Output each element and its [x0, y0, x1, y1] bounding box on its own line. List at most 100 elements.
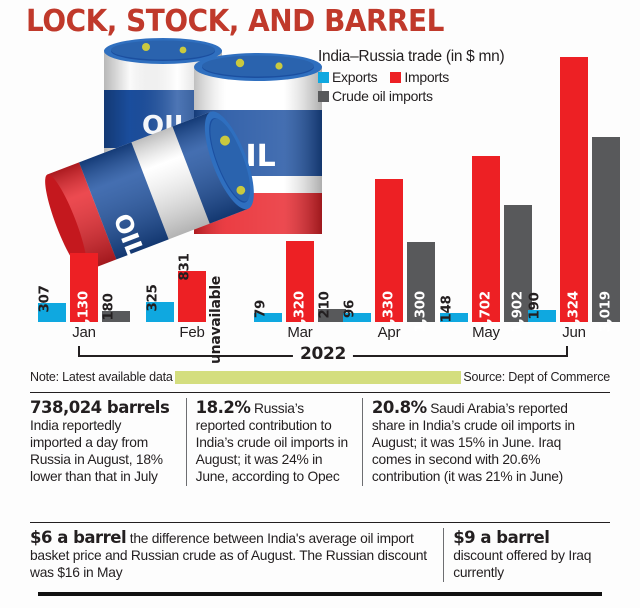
bar-exports-may: 148: [439, 295, 468, 323]
bar-crude-oil-imports-feb: unavailable: [208, 57, 238, 364]
bar-exports-jan: 307: [37, 286, 66, 322]
bar-crude-oil-imports-jan: 180: [101, 293, 130, 322]
bar-rect: 3,019: [592, 136, 620, 332]
bar-value-label: 148: [438, 295, 455, 323]
bar-imports-may: 2,702: [472, 156, 500, 332]
note-highlight-bar: [174, 370, 462, 384]
bar-imports-apr: 2,330: [375, 179, 403, 332]
bar-group-may: 148 2,702 1,902: [439, 57, 532, 332]
bar-rect: 325: [145, 284, 174, 322]
bar-crude-oil-imports-jun: 3,019: [592, 136, 620, 332]
chart-legend: India–Russia trade (in $ mn) Exports Imp…: [318, 48, 618, 104]
bar-group-jun: 190 4,324 3,019: [527, 57, 620, 332]
legend-label-imports: Imports: [404, 69, 449, 85]
bar-group-apr: 96 2,330 1,300: [342, 57, 435, 332]
fact-body-discount-iraq: discount offered by Iraq currently: [453, 548, 592, 581]
bar-rect: 1,320: [286, 241, 314, 332]
bar-value-label: 190: [526, 292, 543, 320]
bar-rect: 79: [253, 300, 282, 322]
bar-exports-apr: 96: [342, 300, 371, 322]
month-label-jun: Jun: [562, 324, 586, 341]
bar-rect: 210: [317, 292, 346, 322]
bar-rect: 1,902: [504, 205, 532, 332]
fact-lead-saudi-share: 20.8%: [371, 398, 427, 417]
oil-barrels-illustration: OIL OIL: [42, 38, 332, 273]
bar-value-label: 180: [100, 293, 117, 321]
legend-item-exports: Exports: [318, 69, 378, 85]
fact-lead-barrels: 738,024 barrels: [30, 398, 170, 417]
fact-body-barrels: India reportedly imported a day from Rus…: [30, 418, 163, 485]
bar-rect: 180: [101, 293, 130, 322]
bar-value-label: 831: [176, 253, 193, 281]
fact-body-discount-russia: the difference between India's average o…: [30, 531, 427, 581]
bar-rect: 307: [37, 286, 66, 322]
bar-exports-jun: 190: [527, 293, 556, 322]
year-tick-left: [78, 346, 80, 356]
bar-rect: 4,324: [560, 57, 588, 332]
bar-group-feb: 325 831 unavailable: [145, 57, 238, 364]
fact-body-saudi-share: Saudi Arabia’s reported share in India’s…: [371, 401, 575, 485]
fact-card-russia-share: 18.2% Russia’s reported contribution to …: [185, 398, 362, 487]
bar-rect: 2,330: [375, 179, 403, 332]
bottom-rule: [38, 592, 602, 596]
bar-exports-feb: 325: [145, 284, 174, 322]
fact-lead-russia-share: 18.2%: [195, 398, 251, 417]
bar-rect: 1,130: [70, 252, 98, 332]
month-label-feb: Feb: [179, 324, 205, 341]
bar-value-label: 210: [316, 291, 333, 319]
legend-swatch-imports: [390, 71, 402, 83]
legend-row-1: Exports Imports: [318, 69, 618, 85]
bar-rect: 148: [439, 295, 468, 323]
month-label-may: May: [472, 324, 500, 341]
facts-top-row: 738,024 barrels India reportedly importe…: [30, 398, 610, 487]
source-text: Source: Dept of Commerce: [461, 370, 610, 384]
fact-card-barrels: 738,024 barrels India reportedly importe…: [30, 398, 186, 486]
bar-rect: 2,702: [472, 156, 500, 332]
legend-item-imports: Imports: [390, 69, 449, 85]
legend-label-exports: Exports: [332, 69, 378, 85]
bar-crude-oil-imports-apr: 1,300: [407, 242, 435, 332]
bar-crude-oil-imports-may: 1,902: [504, 205, 532, 332]
bar-value-label: 79: [252, 299, 269, 319]
note-row: Note: Latest available data Source: Dept…: [30, 368, 610, 386]
year-label: 2022: [292, 344, 354, 364]
note-text: Note: Latest available data: [30, 370, 175, 384]
oil-barrels-svg: OIL OIL: [45, 38, 322, 272]
bar-imports-jan: 1,130: [70, 252, 98, 332]
fact-lead-discount-iraq: $9 a barrel: [453, 528, 550, 547]
divider-between-facts: [30, 522, 610, 524]
fact-lead-discount-russia: $6 a barrel: [30, 528, 127, 547]
fact-card-discount-russia: $6 a barrel the difference between India…: [30, 528, 443, 582]
bar-value-label: 325: [144, 284, 161, 312]
bar-imports-feb: 831: [177, 253, 206, 322]
bar-rect: 831: [177, 253, 206, 322]
year-axis: 2022: [78, 344, 568, 364]
fact-body-russia-share: Russia’s reported contribution to India’…: [195, 401, 349, 485]
bar-exports-mar: 79: [253, 300, 282, 322]
bar-chart: 307 1,130 180 Jan 325 831 unavailable Feb 79 1,32…: [37, 57, 620, 364]
legend-swatch-crude: [318, 90, 329, 102]
barrel-front-lying: OIL: [45, 111, 254, 272]
bar-value-label: 96: [341, 299, 358, 319]
month-label-apr: Apr: [377, 324, 401, 341]
divider-above-facts: [30, 392, 610, 394]
facts-bottom-row: $6 a barrel the difference between India…: [30, 528, 610, 583]
fact-card-discount-iraq: $9 a barrel discount offered by Iraq cur…: [443, 528, 610, 583]
legend-title: India–Russia trade (in $ mn): [318, 48, 505, 65]
bar-crude-oil-imports-mar: 210: [317, 292, 346, 322]
bar-group-jan: 307 1,130 180: [37, 57, 130, 332]
month-label-jan: Jan: [72, 324, 96, 341]
legend-label-crude: Crude oil imports: [332, 88, 433, 104]
bar-group-mar: 79 1,320 210: [253, 57, 346, 332]
year-tick-right: [566, 346, 568, 356]
bar-value-label: 307: [36, 285, 53, 313]
fact-card-saudi-share: 20.8% Saudi Arabia’s reported share in I…: [361, 398, 610, 487]
month-label-mar: Mar: [287, 324, 313, 341]
bar-rect: 1,300: [407, 242, 435, 332]
bar-imports-mar: 1,320: [286, 241, 314, 332]
legend-item-crude: Crude oil imports: [318, 88, 433, 104]
legend-swatch-exports: [318, 71, 329, 83]
bar-imports-jun: 4,324: [560, 57, 588, 332]
page-title: LOCK, STOCK, AND BARREL: [26, 4, 444, 39]
